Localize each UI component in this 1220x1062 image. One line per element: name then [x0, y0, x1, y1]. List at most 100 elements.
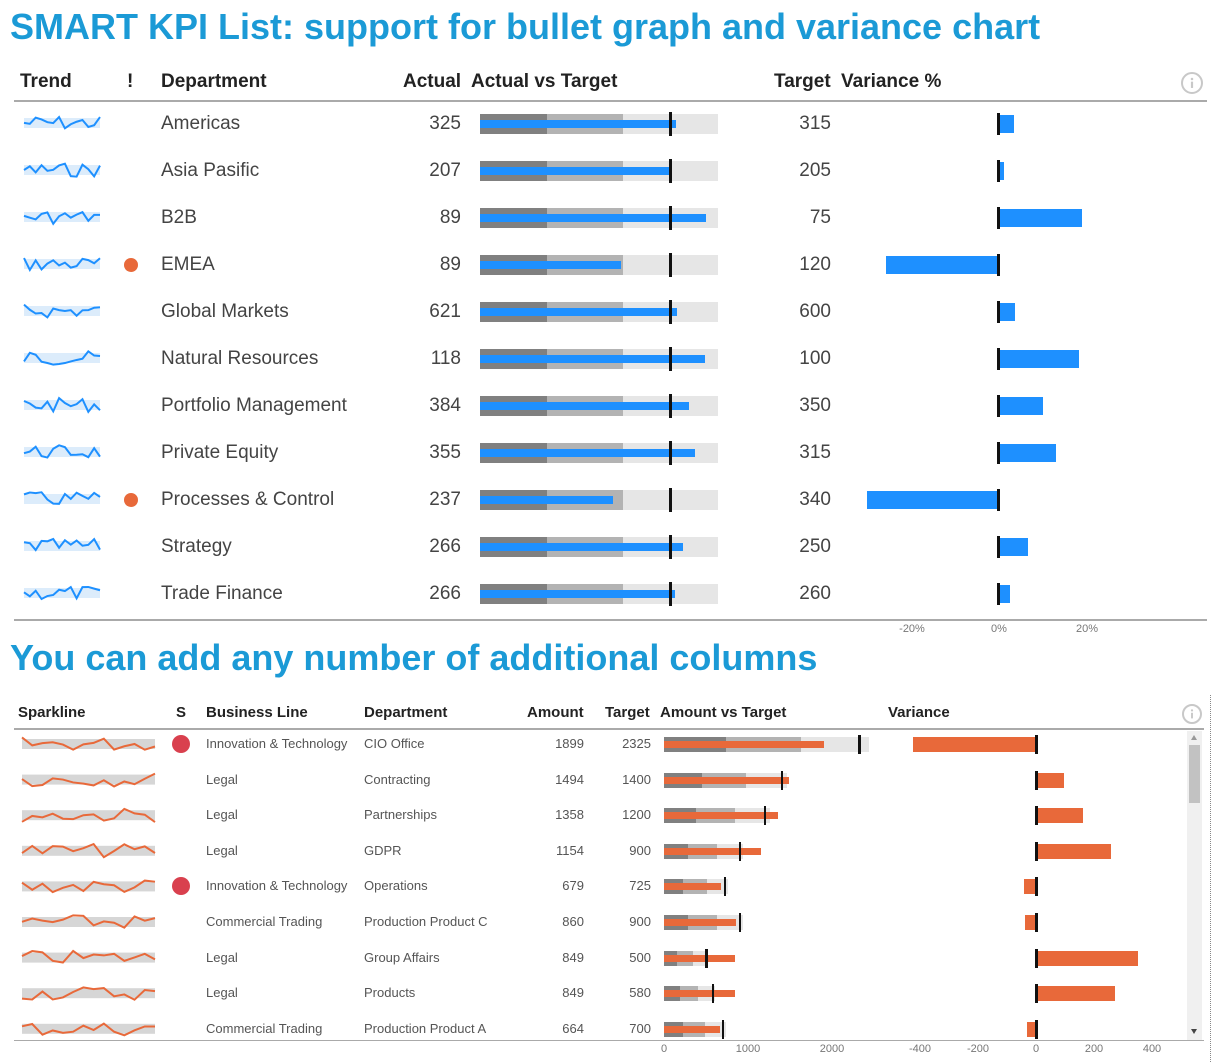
header-actual[interactable]: Actual — [403, 71, 462, 92]
sparkline-line — [21, 914, 156, 929]
actual-cell: 266 — [429, 583, 461, 604]
bullet-axis-tick: 2000 — [819, 1043, 845, 1055]
sparkline-line — [23, 537, 101, 552]
business-line-cell: Legal — [206, 842, 238, 858]
amount-cell: 1899 — [555, 736, 584, 751]
header-variance[interactable]: Variance % — [841, 71, 942, 92]
header-department[interactable]: Department — [161, 71, 267, 92]
scroll-down-icon[interactable] — [1191, 1029, 1197, 1034]
target-cell: 2325 — [622, 736, 651, 751]
frame-edge — [1210, 695, 1211, 1062]
variance-zero-marker — [997, 207, 1000, 229]
department-cell: Trade Finance — [161, 583, 283, 604]
sparkline-line — [21, 807, 156, 823]
header-variance[interactable]: Variance — [888, 704, 950, 721]
axis-line — [14, 1040, 1204, 1041]
sparkline-line — [23, 210, 101, 226]
bullet-target-marker — [668, 206, 672, 230]
alert-dot — [124, 493, 138, 507]
amount-cell: 849 — [562, 985, 584, 1001]
department-cell: Natural Resources — [161, 348, 319, 369]
header-trend[interactable]: Trend — [20, 71, 72, 92]
sparkline-band — [22, 810, 155, 821]
sparkline-band — [24, 165, 100, 175]
department-cell: Processes & Control — [161, 489, 335, 510]
variance-axis-tick: 0% — [991, 623, 1007, 635]
business-line-cell: Legal — [206, 949, 238, 965]
target-cell: 500 — [629, 949, 651, 965]
sparkline-band — [24, 494, 100, 504]
sparkline-line — [23, 491, 101, 505]
department-cell: Contracting — [364, 771, 431, 787]
sparkline-band — [24, 353, 100, 363]
variance-zero-marker — [1035, 877, 1038, 897]
business-line-cell: Legal — [206, 985, 238, 1001]
sparkline-line — [21, 842, 156, 859]
variance-zero-marker — [1035, 735, 1038, 754]
bullet-target-marker — [668, 582, 672, 606]
variance-bar — [866, 491, 1000, 509]
alert-dot — [124, 258, 138, 272]
sparkline-band — [24, 541, 100, 551]
target-cell: 350 — [799, 395, 831, 416]
actual-cell: 355 — [429, 442, 461, 463]
department-cell: Americas — [161, 113, 241, 134]
target-cell: 725 — [629, 878, 651, 894]
bullet-actual-bar — [480, 496, 613, 504]
info-icon[interactable] — [1181, 72, 1203, 94]
header-amount[interactable]: Amount — [527, 704, 584, 721]
department-cell: Global Markets — [161, 301, 289, 322]
scrollbar-thumb[interactable] — [1189, 745, 1200, 803]
header-target[interactable]: Target — [774, 71, 831, 92]
sparkline-band — [22, 881, 155, 892]
variance-zero-marker — [997, 442, 1000, 464]
target-cell: 340 — [799, 489, 831, 510]
amount-cell: 679 — [562, 878, 584, 894]
bullet-target-marker — [738, 913, 742, 932]
bullet-target-marker — [738, 841, 742, 861]
header-alert[interactable]: ! — [127, 71, 134, 92]
sparkline-band — [22, 739, 155, 749]
variance-zero-marker — [997, 489, 1000, 511]
bullet-actual-bar — [480, 543, 683, 551]
header-divider — [14, 100, 1207, 102]
header-department[interactable]: Department — [364, 704, 448, 721]
variance-zero-marker — [1035, 770, 1038, 790]
bullet-amount-bar — [664, 776, 790, 784]
header-sparkline[interactable]: Sparkline — [18, 704, 86, 721]
header-target[interactable]: Target — [605, 704, 650, 721]
header-business-line[interactable]: Business Line — [206, 704, 308, 721]
header-actual-vs-target[interactable]: Actual vs Target — [471, 71, 618, 92]
sparkline-band — [24, 118, 100, 128]
scroll-up-icon[interactable] — [1191, 735, 1197, 740]
target-cell: 900 — [629, 914, 651, 929]
header-divider — [14, 728, 1204, 730]
variance-axis-tick: -400 — [908, 1043, 932, 1055]
sparkline-line — [23, 349, 101, 366]
sparkline-line — [23, 257, 101, 273]
variance-zero-marker — [1035, 948, 1038, 968]
info-icon[interactable] — [1182, 704, 1202, 724]
actual-cell: 118 — [430, 348, 461, 369]
variance-axis-tick: 200 — [1084, 1043, 1104, 1055]
business-line-cell: Commercial Trading — [206, 1020, 323, 1036]
bullet-target-marker — [668, 300, 672, 324]
header-status[interactable]: S — [176, 704, 187, 721]
variance-bar — [1000, 585, 1011, 603]
sparkline-band — [22, 845, 155, 856]
sparkline-band — [22, 917, 155, 927]
sparkline-line — [23, 303, 101, 319]
bullet-target-marker — [668, 441, 672, 465]
variance-zero-marker — [1035, 1019, 1038, 1039]
scrollbar[interactable] — [1187, 731, 1202, 1040]
variance-zero-marker — [997, 301, 1000, 323]
department-cell: Asia Pasific — [161, 160, 260, 181]
variance-bar — [1037, 808, 1083, 824]
status-dot — [172, 877, 190, 896]
bullet-amount-bar — [664, 1025, 720, 1033]
amount-cell: 1154 — [556, 842, 584, 858]
department-cell: GDPR — [364, 842, 402, 858]
status-dot — [172, 735, 190, 753]
header-amount-vs-target[interactable]: Amount vs Target — [660, 704, 787, 721]
variance-axis-tick: 0 — [1032, 1043, 1040, 1055]
